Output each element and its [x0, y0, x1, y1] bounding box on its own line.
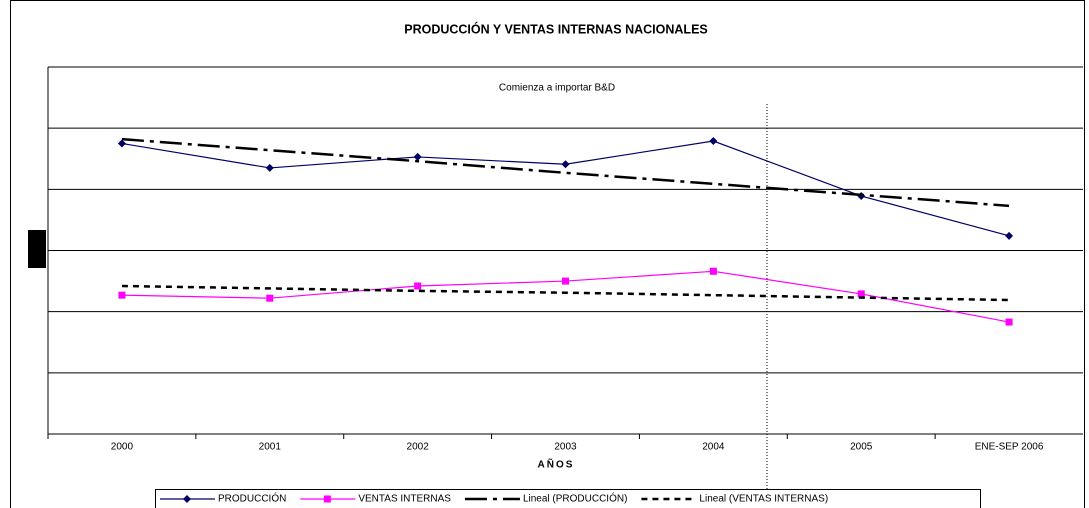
marker — [414, 282, 422, 290]
legend — [155, 489, 981, 508]
marker — [1005, 231, 1014, 240]
marker — [266, 294, 274, 302]
redacted-y-label — [28, 230, 46, 268]
marker — [561, 160, 570, 169]
marker — [183, 495, 191, 503]
x-tick-label: 2005 — [850, 442, 873, 453]
x-tick-label: 2004 — [702, 442, 725, 453]
x-tick-label: 2001 — [259, 442, 282, 453]
chart-border — [10, 0, 1085, 508]
legend-label: VENTAS INTERNAS — [358, 494, 451, 505]
x-axis-title: AÑOS — [538, 458, 575, 471]
legend-label: Lineal (VENTAS INTERNAS) — [699, 494, 828, 505]
chart-title: PRODUCCIÓN Y VENTAS INTERNAS NACIONALES — [404, 21, 708, 36]
marker — [265, 163, 274, 172]
trend-line — [121, 137, 1010, 208]
x-tick-label: 2000 — [111, 442, 134, 453]
x-tick-label: 2002 — [407, 442, 430, 453]
trend-line — [121, 284, 1010, 302]
x-tick-label: ENE-SEP 2006 — [975, 442, 1044, 453]
marker — [117, 139, 126, 148]
legend-label: Lineal (PRODUCCIÓN) — [523, 492, 627, 505]
marker — [118, 291, 126, 299]
marker — [562, 277, 569, 285]
legend-label: PRODUCCIÓN — [218, 492, 286, 505]
marker — [413, 152, 422, 161]
marker — [323, 495, 331, 503]
annotation: Comienza a importar B&D — [499, 83, 615, 94]
marker — [1005, 318, 1013, 326]
marker — [709, 137, 718, 146]
x-tick-label: 2003 — [554, 442, 577, 453]
marker — [709, 267, 717, 275]
marker — [857, 290, 865, 298]
